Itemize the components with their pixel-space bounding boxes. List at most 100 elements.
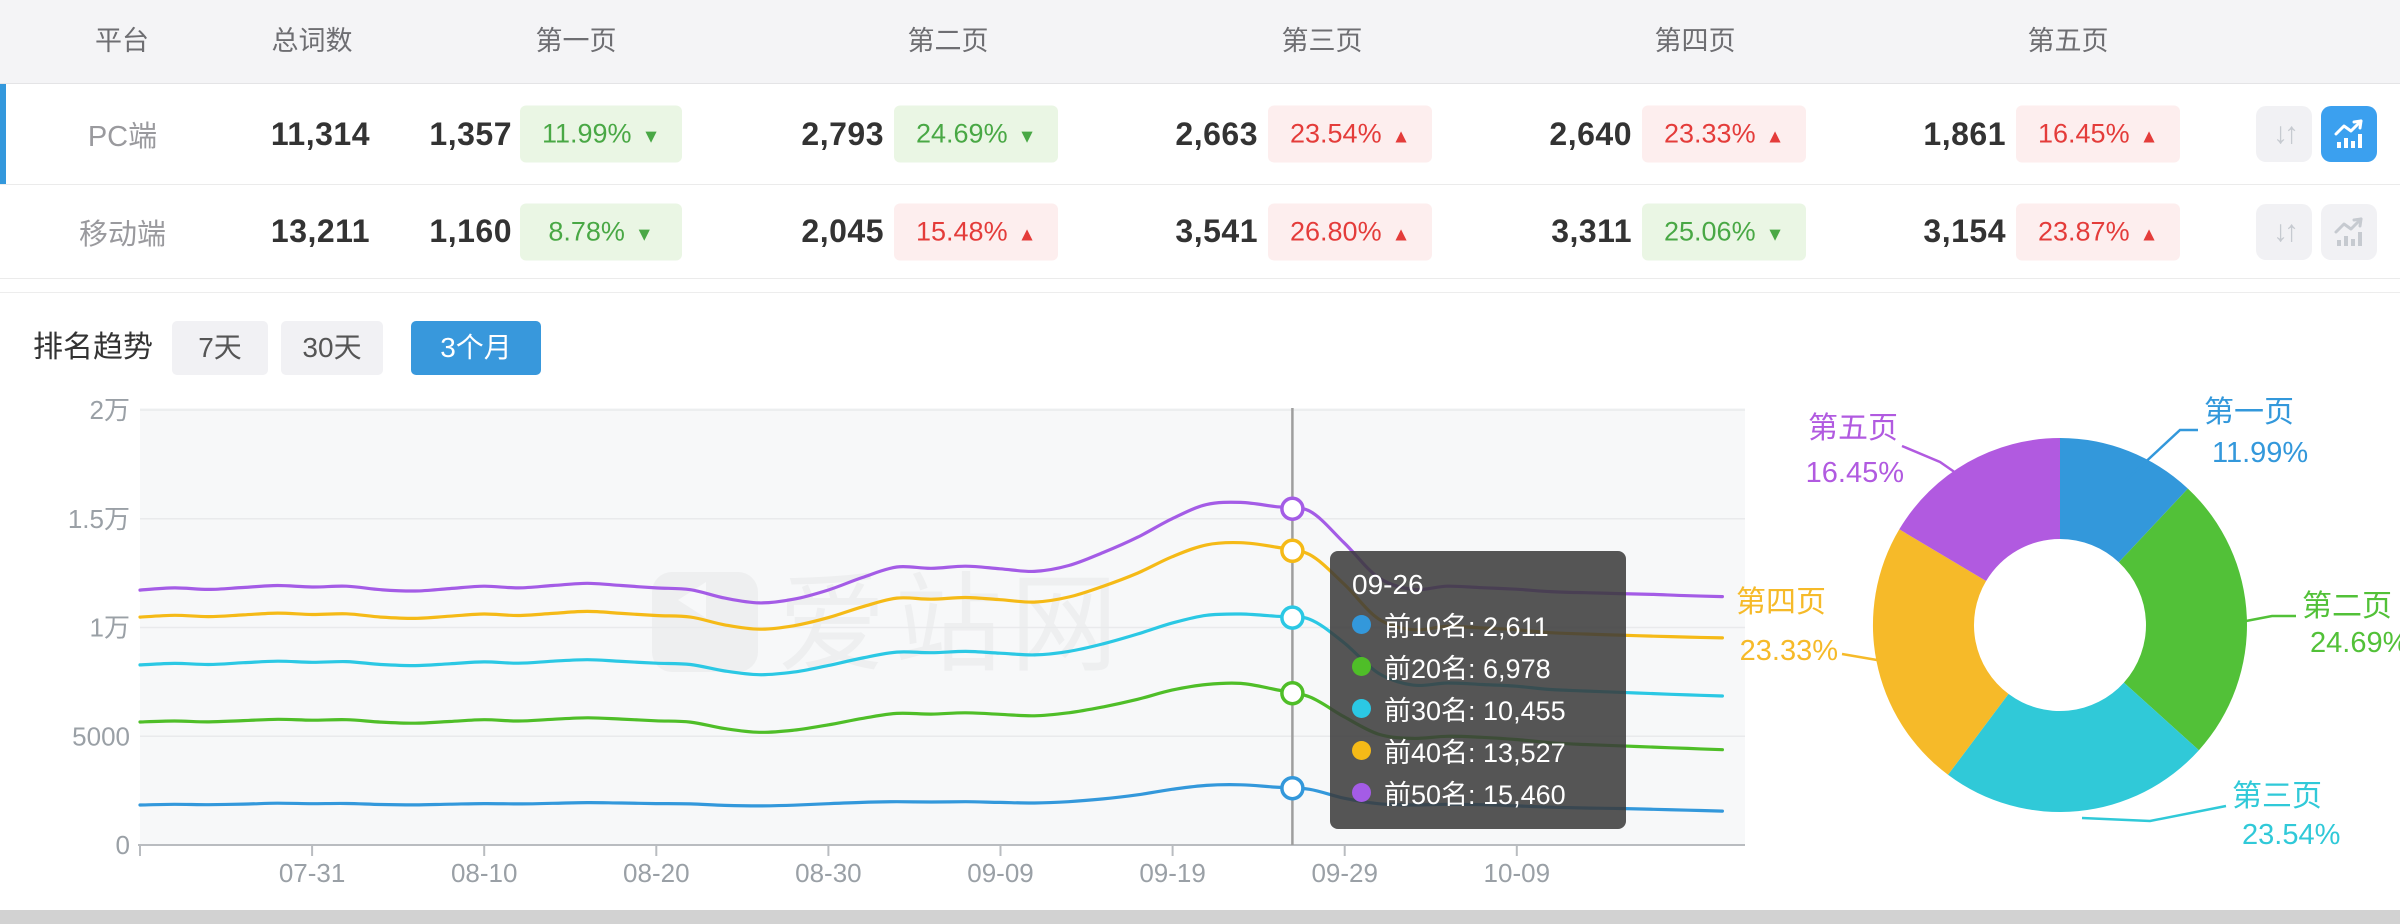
col-header-total: 总词数 (271, 26, 353, 56)
tooltip-item: 前50名: 15,460 (1352, 771, 1604, 813)
page2-count: 2,045 (801, 213, 884, 249)
trend-arrow-icon: ▼ (641, 126, 661, 148)
tooltip-item: 前20名: 6,978 (1352, 645, 1604, 687)
total-words: 13,211 (270, 213, 370, 249)
svg-text:08-20: 08-20 (623, 858, 690, 888)
chart-tooltip: 09-26 前10名: 2,611 前20名: 6,978 前30名: 10,4… (1330, 551, 1626, 829)
platform-label: 移动端 (78, 218, 166, 251)
page1-count: 1,357 (429, 115, 512, 152)
active-row-accent (0, 84, 6, 184)
pct-value: 26.80% (1290, 216, 1382, 246)
pct-value: 15.48% (916, 216, 1008, 246)
tab-7days[interactable]: 7天 (172, 321, 268, 375)
page3-count: 2,663 (1175, 115, 1258, 152)
page5-pct-badge: 23.87% ▲ (2016, 203, 2181, 260)
svg-text:08-30: 08-30 (795, 858, 862, 888)
tooltip-date: 09-26 (1352, 569, 1424, 600)
svg-text:0: 0 (116, 830, 130, 860)
trend-arrow-icon: ▼ (634, 224, 654, 245)
trend-arrow-icon: ▲ (2139, 126, 2159, 148)
tooltip-text: 前40名: 13,527 (1384, 737, 1566, 768)
pct-value: 11.99% (542, 118, 632, 149)
svg-text:11.99%: 11.99% (2212, 437, 2308, 469)
pct-value: 25.06% (1664, 216, 1756, 246)
svg-text:10-09: 10-09 (1484, 858, 1551, 888)
svg-text:第一页: 第一页 (2204, 396, 2294, 429)
trend-section-title: 排名趋势 (33, 331, 153, 364)
tooltip-item: 前30名: 10,455 (1352, 687, 1604, 729)
tooltip-text: 前10名: 2,611 (1384, 611, 1549, 642)
pct-value: 16.45% (2038, 118, 2130, 149)
pct-value: 24.69% (916, 118, 1008, 149)
col-header-page5: 第五页 (2027, 26, 2109, 56)
svg-text:第五页: 第五页 (1808, 412, 1898, 445)
page5-pct-badge: 16.45% ▲ (2016, 105, 2181, 163)
series-dot-icon (1352, 614, 1371, 634)
svg-text:爱站网: 爱站网 (778, 564, 1126, 685)
page4-count: 3,311 (1551, 213, 1632, 249)
trend-arrow-icon: ▲ (1391, 224, 1411, 245)
trend-arrow-icon: ▼ (1017, 126, 1037, 148)
table-header: 平台 总词数 第一页 第二页 第三页 第四页 第五页 (0, 0, 2400, 84)
tooltip-text: 前20名: 6,978 (1384, 653, 1551, 684)
col-header-page3: 第三页 (1281, 26, 1363, 56)
trend-chart-button[interactable] (2321, 203, 2377, 260)
series-dot-icon (1352, 656, 1371, 676)
pct-value: 23.33% (1664, 118, 1756, 149)
page-background-strip (0, 910, 2400, 924)
tab-3months[interactable]: 3个月 (411, 321, 541, 375)
page1-pct-badge: 11.99% ▼ (520, 105, 683, 163)
page-distribution-donut-chart[interactable]: 第一页 11.99% 第二页 24.69% 第三页 23.54% 第四页 23.33% 第五页 1… (1680, 378, 2400, 888)
svg-text:23.54%: 23.54% (2242, 819, 2340, 851)
page2-pct-badge: 15.48% ▲ (894, 203, 1059, 260)
page5-count: 3,154 (1923, 213, 2006, 249)
platform-label: PC端 (87, 121, 158, 153)
series-dot-icon (1352, 782, 1371, 802)
col-header-page1: 第一页 (535, 26, 617, 56)
tooltip-item: 前10名: 2,611 (1352, 603, 1604, 645)
table-row-mobile[interactable]: 移动端 13,211 1,160 8.78% ▼ 2,045 15.48% ▲ 3,… (0, 185, 2400, 279)
sort-button[interactable]: ↓↑ (2256, 106, 2312, 162)
page5-count: 1,861 (1923, 115, 2006, 152)
svg-text:08-10: 08-10 (451, 858, 518, 888)
page4-pct-badge: 23.33% ▲ (1642, 105, 1807, 163)
tab-30days[interactable]: 30天 (281, 321, 383, 375)
page2-count: 2,793 (801, 115, 884, 152)
series-dot-icon (1352, 740, 1371, 760)
table-row-pc[interactable]: PC端 11,314 1,357 11.99% ▼ 2,793 24.69% ▼ 2… (0, 84, 2400, 185)
trend-chart-button[interactable] (2321, 106, 2377, 162)
trend-arrow-icon: ▲ (1017, 224, 1037, 245)
svg-text:2万: 2万 (90, 395, 130, 425)
svg-text:第三页: 第三页 (2232, 780, 2322, 813)
col-header-page2: 第二页 (907, 26, 989, 56)
trend-arrow-icon: ▼ (1765, 224, 1785, 245)
svg-text:第二页: 第二页 (2302, 590, 2392, 623)
sort-arrows-icon: ↓↑ (2273, 117, 2299, 150)
tooltip-text: 前30名: 10,455 (1384, 695, 1566, 726)
svg-text:5000: 5000 (72, 721, 130, 751)
svg-text:1.5万: 1.5万 (68, 504, 130, 534)
svg-text:07-31: 07-31 (279, 858, 346, 888)
page3-count: 3,541 (1175, 213, 1258, 249)
page3-pct-badge: 26.80% ▲ (1268, 203, 1433, 260)
chart-icon (2334, 119, 2363, 148)
col-header-platform: 平台 (95, 26, 149, 56)
page1-count: 1,160 (429, 213, 512, 249)
page2-pct-badge: 24.69% ▼ (894, 105, 1059, 163)
sort-button[interactable]: ↓↑ (2256, 203, 2312, 260)
svg-text:23.33%: 23.33% (1740, 635, 1838, 667)
pct-value: 23.87% (2038, 216, 2130, 246)
svg-text:09-19: 09-19 (1139, 858, 1206, 888)
svg-text:09-29: 09-29 (1311, 858, 1378, 888)
sort-arrows-icon: ↓↑ (2273, 214, 2299, 248)
total-words: 11,314 (270, 115, 370, 152)
pct-value: 8.78% (548, 216, 625, 246)
col-header-page4: 第四页 (1654, 26, 1736, 56)
series-dot-icon (1352, 698, 1371, 718)
page3-pct-badge: 23.54% ▲ (1268, 105, 1433, 163)
page4-pct-badge: 25.06% ▼ (1642, 203, 1807, 260)
svg-text:第四页: 第四页 (1736, 586, 1826, 619)
trend-arrow-icon: ▲ (1765, 126, 1785, 148)
chart-icon (2334, 217, 2363, 246)
